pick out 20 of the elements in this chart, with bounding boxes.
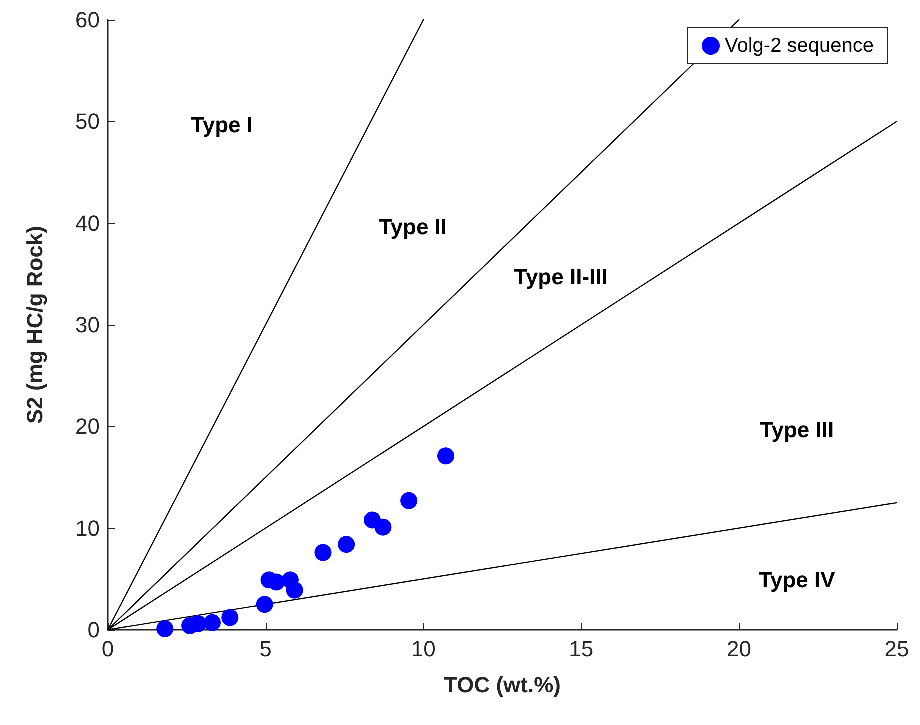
annotation: Type II-III <box>514 264 608 290</box>
y-tick-label: 20 <box>76 414 100 440</box>
y-tick-label: 50 <box>76 109 100 134</box>
x-tick-label: 25 <box>884 636 910 662</box>
y-tick-label: 30 <box>76 312 100 338</box>
x-tick-label: 20 <box>726 636 752 662</box>
y-tick-label: 40 <box>76 210 100 236</box>
legend-label: Volg-2 sequence <box>724 35 874 57</box>
y-tick-label: 0 <box>88 618 100 642</box>
annotation: Type II <box>378 214 448 240</box>
x-tick-label: 15 <box>569 636 594 662</box>
x-tick-label: 5 <box>260 636 272 662</box>
x-tick-label: 10 <box>411 636 436 662</box>
y-tick-label: 10 <box>76 516 100 541</box>
annotation: Type IV <box>758 568 836 592</box>
annotation: Type I <box>191 112 253 138</box>
y-tick-label: 60 <box>76 8 100 32</box>
annotation: Type III <box>760 418 834 442</box>
x-axis-title: TOC (wt.%) <box>444 672 561 698</box>
y-axis-title: S2 (mg HC/g Rock) <box>22 226 48 424</box>
